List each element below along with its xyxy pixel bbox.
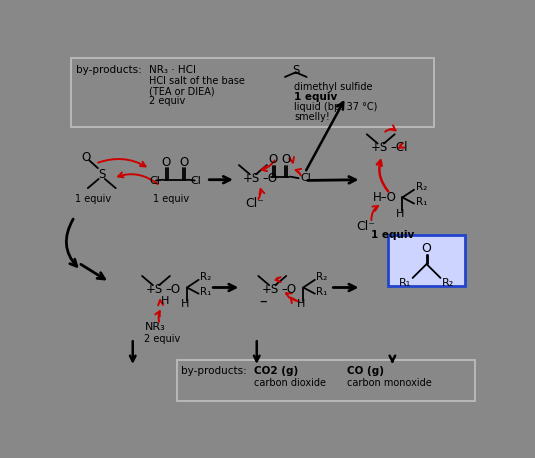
Text: Cl⁻: Cl⁻ — [245, 197, 264, 210]
Text: by-products:: by-products: — [75, 65, 141, 75]
Text: dimethyl sulfide: dimethyl sulfide — [294, 82, 373, 92]
Text: Cl: Cl — [190, 176, 201, 186]
FancyBboxPatch shape — [388, 235, 465, 286]
Text: HCl salt of the base: HCl salt of the base — [149, 76, 244, 86]
Text: 1 equiv: 1 equiv — [154, 194, 189, 203]
Text: H: H — [180, 300, 189, 310]
Text: H: H — [396, 209, 404, 219]
Text: by-products:: by-products: — [181, 366, 247, 376]
Text: O: O — [422, 242, 432, 255]
Text: NR₃: NR₃ — [144, 322, 165, 332]
Text: –Cl: –Cl — [390, 141, 408, 154]
Text: O: O — [82, 151, 91, 164]
Text: 2 equiv: 2 equiv — [144, 334, 181, 344]
Text: H–O: H–O — [373, 191, 397, 204]
Text: Cl: Cl — [300, 173, 311, 183]
Text: S: S — [292, 64, 300, 77]
FancyBboxPatch shape — [177, 360, 475, 401]
Text: smelly!: smelly! — [294, 112, 330, 122]
Text: O: O — [162, 156, 171, 169]
Text: Cl⁻: Cl⁻ — [356, 220, 374, 233]
Text: NR₃ · HCl: NR₃ · HCl — [149, 65, 195, 75]
Text: 1 equiv: 1 equiv — [294, 93, 338, 103]
Text: –O: –O — [281, 283, 297, 295]
Text: +S: +S — [371, 141, 388, 154]
Text: +S: +S — [262, 283, 279, 295]
Text: (TEA or DIEA): (TEA or DIEA) — [149, 86, 214, 96]
Text: –O: –O — [165, 283, 180, 295]
Text: 1 equiv: 1 equiv — [74, 194, 111, 203]
Text: –: – — [259, 294, 267, 309]
Text: R₁: R₁ — [416, 197, 427, 207]
Text: R₂: R₂ — [316, 272, 327, 282]
Text: S: S — [98, 168, 105, 181]
FancyBboxPatch shape — [71, 59, 434, 127]
Text: liquid (bp: 37 °C): liquid (bp: 37 °C) — [294, 103, 378, 112]
Text: carbon dioxide: carbon dioxide — [254, 378, 326, 388]
Text: R₂: R₂ — [200, 272, 211, 282]
Text: +S: +S — [146, 283, 163, 295]
Text: R₂: R₂ — [442, 278, 454, 288]
Text: O: O — [179, 156, 188, 169]
Text: R₂: R₂ — [416, 182, 427, 191]
Text: Cl: Cl — [150, 176, 160, 186]
Text: –O: –O — [262, 172, 277, 185]
Text: +S: +S — [243, 172, 260, 185]
Text: R₁: R₁ — [399, 278, 411, 288]
Text: CO (g): CO (g) — [347, 366, 384, 376]
Text: CO2 (g): CO2 (g) — [254, 366, 299, 376]
Text: R₁: R₁ — [200, 287, 211, 297]
Text: O: O — [269, 153, 278, 166]
Text: carbon monoxide: carbon monoxide — [347, 378, 432, 388]
Text: 1 equiv: 1 equiv — [371, 230, 414, 240]
Text: O: O — [281, 153, 291, 166]
Text: 2 equiv: 2 equiv — [149, 96, 185, 106]
Text: R₁: R₁ — [316, 287, 328, 297]
Text: H: H — [297, 300, 305, 310]
Text: H: H — [161, 296, 170, 306]
